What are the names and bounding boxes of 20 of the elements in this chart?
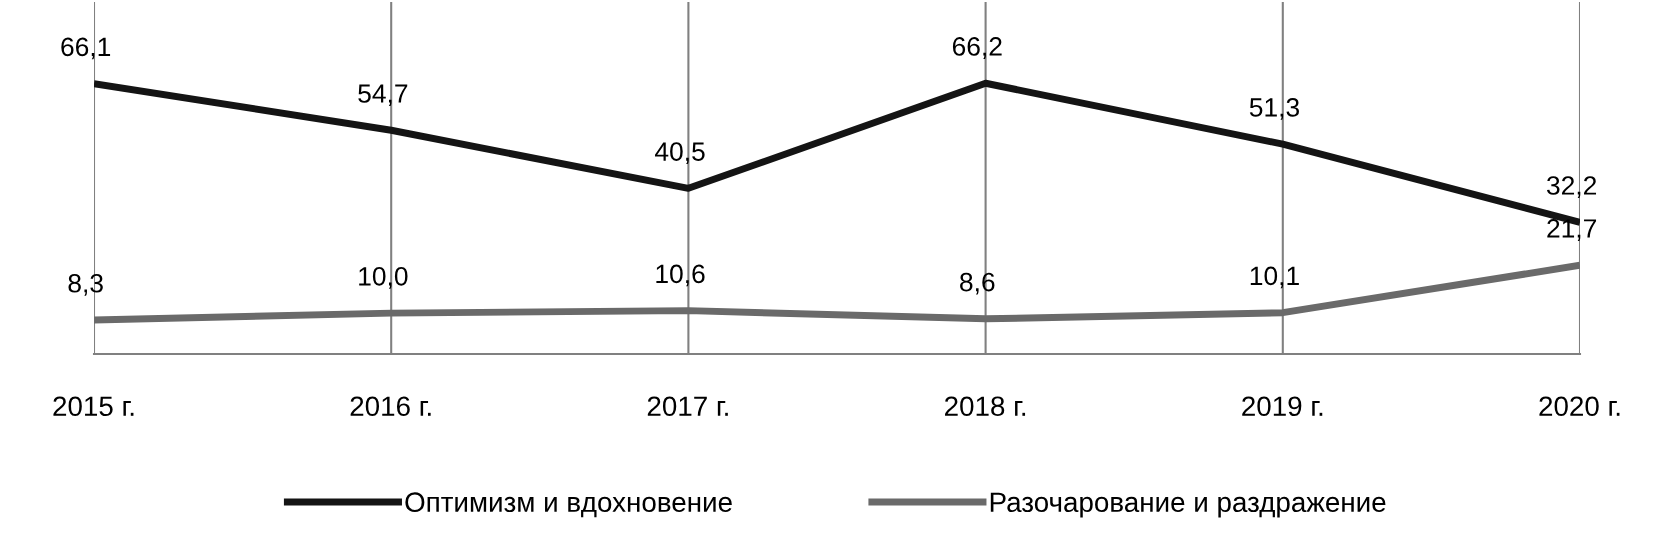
data-label: 40,5 <box>655 142 705 165</box>
data-label: 10,1 <box>1250 266 1299 289</box>
data-label: 21,7 <box>1547 219 1597 241</box>
data-label: 66,1 <box>61 37 111 60</box>
x-tick-label: 2020 г. <box>1539 396 1620 417</box>
x-tick-label: 2018 г. <box>945 396 1026 417</box>
data-label: 54,7 <box>358 84 408 106</box>
x-tick-label: 2019 г. <box>1242 396 1323 417</box>
data-label: 66,2 <box>952 37 1002 59</box>
data-label: 8,3 <box>68 273 103 296</box>
x-tick-label: 2016 г. <box>350 396 431 417</box>
data-label: 51,3 <box>1249 98 1299 120</box>
x-tick-label: 2015 г. <box>53 396 134 417</box>
x-tick-label: 2017 г. <box>647 396 728 417</box>
legend-label: Оптимизм и вдохновение <box>405 492 732 518</box>
data-label: 10,6 <box>656 264 705 287</box>
data-label: 32,2 <box>1546 176 1597 198</box>
data-label: 8,6 <box>960 272 995 295</box>
data-label: 10,0 <box>359 266 408 289</box>
legend-label: Разочарование и раздражение <box>990 492 1386 518</box>
